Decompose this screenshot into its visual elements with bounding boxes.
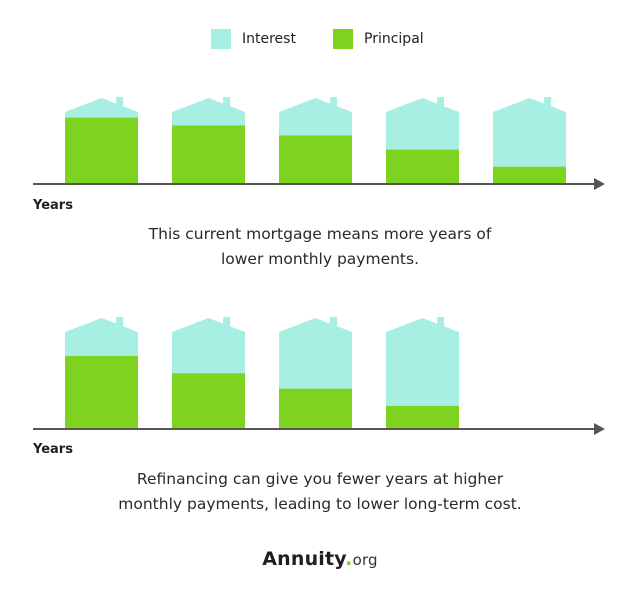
house-bar-4 — [386, 97, 459, 183]
house-roof — [65, 318, 138, 332]
principal-segment — [172, 373, 245, 428]
principal-segment — [65, 117, 138, 183]
house-bar-4 — [386, 317, 459, 428]
current-mortgage-diagram — [33, 97, 605, 190]
caption-refinance: Refinancing can give you fewer years at … — [0, 467, 640, 517]
caption-refinance-line-2: monthly payments, leading to lower long-… — [118, 495, 522, 513]
principal-segment — [279, 135, 352, 183]
legend-swatch-interest — [211, 29, 231, 49]
principal-segment — [386, 405, 459, 428]
caption-current-line-1: This current mortgage means more years o… — [148, 225, 492, 243]
refinance-diagram — [33, 317, 605, 435]
principal-segment — [386, 149, 459, 183]
house-bar-2 — [172, 97, 245, 183]
house-chimney — [223, 97, 231, 106]
principal-segment — [279, 388, 352, 428]
years-label-refinance: Years — [33, 442, 73, 457]
house-roof — [279, 318, 352, 332]
house-bar-5 — [493, 97, 566, 183]
brand-tld: org — [352, 551, 378, 569]
house-roof — [279, 98, 352, 112]
house-roof — [386, 98, 459, 112]
years-label-current: Years — [33, 198, 73, 213]
house-bar-2 — [172, 317, 245, 428]
legend-label-principal: Principal — [364, 31, 424, 47]
caption-refinance-line-1: Refinancing can give you fewer years at … — [136, 470, 504, 488]
refinance-panel — [0, 312, 640, 436]
house-roof — [65, 98, 138, 112]
legend-item-principal: Principal — [333, 29, 424, 49]
legend-item-interest: Interest — [211, 29, 296, 49]
house-bar-3 — [279, 317, 352, 428]
current-mortgage-panel — [0, 90, 640, 190]
house-chimney — [223, 317, 231, 326]
timeline-arrow-icon — [594, 423, 605, 435]
principal-segment — [172, 125, 245, 183]
house-bar-1 — [65, 317, 138, 428]
house-bar-3 — [279, 97, 352, 183]
house-roof — [172, 98, 245, 112]
house-chimney — [116, 317, 124, 326]
house-roof — [493, 98, 566, 112]
brand-name: Annuity — [262, 548, 346, 570]
principal-segment — [493, 166, 566, 183]
timeline-arrow-icon — [594, 178, 605, 190]
house-chimney — [544, 97, 552, 106]
house-chimney — [437, 97, 445, 106]
caption-current-line-2: lower monthly payments. — [220, 250, 420, 268]
principal-segment — [65, 356, 138, 428]
legend: Interest Principal — [0, 29, 640, 51]
legend-label-interest: Interest — [242, 31, 296, 47]
house-chimney — [330, 97, 338, 106]
house-chimney — [437, 317, 445, 326]
house-roof — [386, 318, 459, 332]
house-chimney — [330, 317, 338, 326]
house-roof — [172, 318, 245, 332]
caption-current: This current mortgage means more years o… — [0, 222, 640, 272]
brand-logo: Annuity.org — [0, 548, 640, 570]
house-bar-1 — [65, 97, 138, 183]
brand-dot: . — [345, 548, 353, 570]
house-chimney — [116, 97, 124, 106]
legend-swatch-principal — [333, 29, 353, 49]
